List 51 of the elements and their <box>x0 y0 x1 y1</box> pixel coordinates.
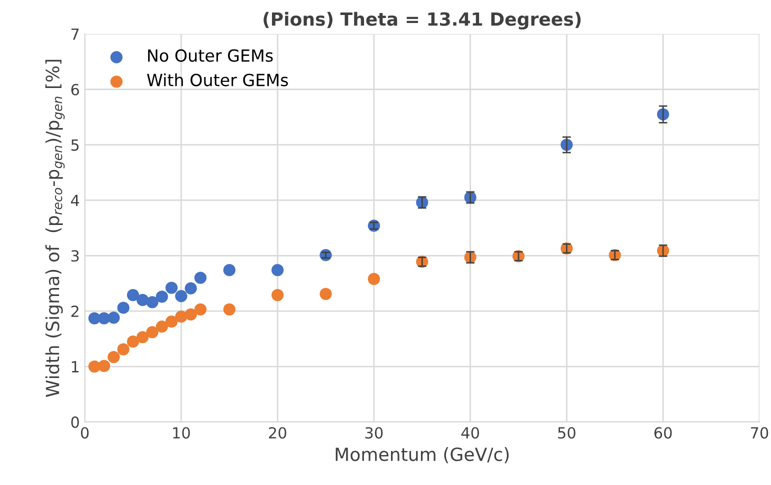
y-axis-title: Width (Sigma) of (p$_{reco}$-p$_{gen}$)/p$_{gen}$ [%] <box>45 60 65 397</box>
legend-label: With Outer GEMs <box>147 73 288 86</box>
point <box>156 320 168 333</box>
point <box>175 290 188 302</box>
point <box>117 302 130 314</box>
point <box>320 288 332 300</box>
x-tick-label: 50 <box>558 427 576 439</box>
x-tick-label: 10 <box>173 427 190 439</box>
x-tick-label: 60 <box>654 427 672 439</box>
point <box>88 360 101 373</box>
point <box>368 272 380 286</box>
point <box>108 351 120 364</box>
y-tick-label: 2 <box>71 306 78 317</box>
x-tick-label: 0 <box>80 427 89 439</box>
x-tick-label: 40 <box>461 427 480 439</box>
point <box>223 303 236 316</box>
point <box>117 343 130 356</box>
y-tick-label: 4 <box>70 194 80 206</box>
point <box>165 282 178 294</box>
point <box>156 290 168 303</box>
point <box>165 316 178 328</box>
point <box>184 282 197 294</box>
point <box>223 264 236 276</box>
point <box>136 294 149 306</box>
point <box>271 288 284 302</box>
y-tick-label: 1 <box>72 361 79 372</box>
point <box>126 336 140 348</box>
point <box>175 310 188 323</box>
x-tick-label: 30 <box>365 427 383 439</box>
x-tick-label: 20 <box>268 427 286 439</box>
point <box>126 288 140 302</box>
point <box>194 272 207 284</box>
legend-label: No Outer GEMs <box>148 49 273 62</box>
point <box>146 326 158 338</box>
point <box>136 331 149 344</box>
chart-title: (Pions) Theta = 13.41 Degrees) <box>264 12 581 30</box>
point <box>271 264 284 276</box>
point <box>98 312 110 324</box>
x-tick-label: 70 <box>750 427 768 439</box>
y-tick-label: 5 <box>71 139 79 151</box>
point <box>98 360 110 372</box>
y-tick-label: 6 <box>71 84 79 96</box>
point <box>146 296 158 308</box>
point <box>194 303 207 316</box>
point <box>108 312 120 324</box>
x-axis-title: Momentum (GeV/c) <box>336 447 509 464</box>
point <box>184 308 197 320</box>
y-tick-label: 3 <box>71 250 79 262</box>
point <box>88 312 101 324</box>
y-tick-label: 0 <box>71 416 79 428</box>
y-tick-label: 7 <box>71 28 79 40</box>
